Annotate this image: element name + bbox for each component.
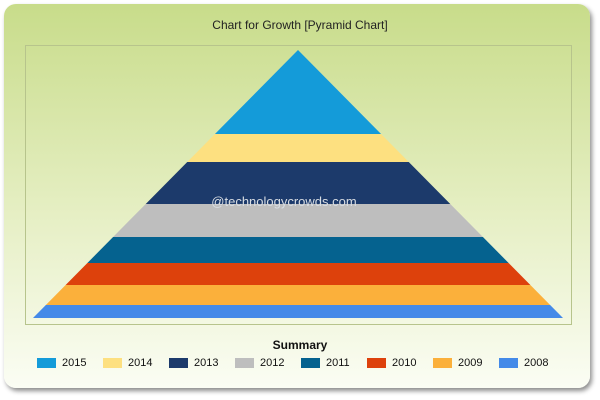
legend: 2015 2014 2013 2012 2011 2010 2009 2008: [37, 357, 565, 369]
legend-item: 2013: [169, 357, 235, 369]
legend-swatch: [367, 358, 386, 368]
legend-label: 2010: [392, 357, 417, 369]
pyramid-slice-2012: [113, 204, 483, 237]
legend-title: Summary: [272, 338, 328, 352]
legend-swatch: [301, 358, 320, 368]
legend-swatch: [433, 358, 452, 368]
legend-item: 2010: [367, 357, 433, 369]
legend-swatch: [169, 358, 188, 368]
legend-item: 2012: [235, 357, 301, 369]
pyramid-slice-2015: [214, 50, 382, 134]
legend-label: 2011: [326, 357, 350, 369]
pyramid-slice-2008: [33, 305, 563, 318]
chart-title: Chart for Growth [Pyramid Chart]: [212, 18, 388, 32]
legend-swatch: [37, 358, 56, 368]
legend-swatch: [103, 358, 122, 368]
pyramid-slice-2010: [65, 263, 531, 285]
legend-item: 2008: [499, 357, 565, 369]
legend-label: 2013: [194, 357, 219, 369]
legend-label: 2014: [128, 357, 153, 369]
plot-area: [25, 45, 572, 325]
legend-label: 2012: [260, 357, 285, 369]
pyramid-slice-2011: [87, 237, 509, 263]
pyramid-slice-2009: [45, 285, 551, 305]
legend-item: 2014: [103, 357, 169, 369]
pyramid-slice-2013: [145, 162, 451, 204]
legend-item: 2009: [433, 357, 499, 369]
legend-swatch: [499, 358, 518, 368]
watermark: @technologycrowds.com: [211, 194, 356, 209]
legend-label: 2015: [62, 357, 87, 369]
pyramid-slice-2014: [187, 134, 409, 162]
legend-label: 2008: [524, 357, 549, 369]
legend-label: 2009: [458, 357, 483, 369]
legend-item: 2015: [37, 357, 103, 369]
legend-item: 2011: [301, 357, 367, 369]
legend-swatch: [235, 358, 254, 368]
